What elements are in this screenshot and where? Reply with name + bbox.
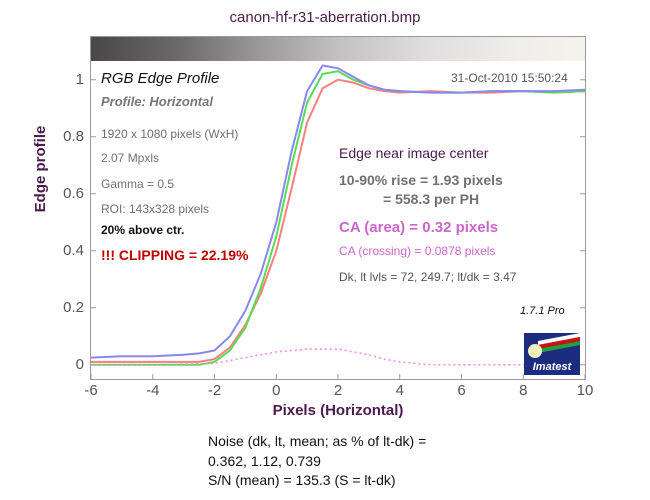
imatest-logo: Imatest [524, 333, 580, 375]
y-tick-label: 0.2 [63, 298, 84, 316]
roi-position-note: 20% above ctr. [101, 223, 185, 237]
series-line-green [91, 70, 586, 366]
rise-distance: 10-90% rise = 1.93 pixels [339, 172, 503, 188]
ca-area-value: CA (area) = 0.32 pixels [339, 219, 499, 236]
rise-per-picture-height: = 558.3 per PH [383, 191, 480, 207]
y-tick-label: 1 [75, 70, 84, 88]
version-label: 1.7.1 Pro [520, 305, 565, 317]
x-tick-label: 10 [576, 382, 594, 399]
info-resolution: 1920 x 1080 pixels (WxH) [101, 127, 239, 141]
series-line-blue [90, 64, 586, 359]
x-tick-label: -4 [146, 382, 160, 399]
y-axis-title: Edge profile [32, 125, 49, 213]
dark-light-levels: Dk, lt lvls = 72, 249.7; lt/dk = 3.47 [339, 270, 517, 284]
series-line-ca [91, 348, 585, 366]
x-tick-label: 0 [272, 382, 281, 399]
file-title: canon-hf-r31-aberration.bmp [229, 9, 421, 26]
y-tick-label: 0 [75, 355, 84, 373]
x-tick-label: 2 [333, 382, 343, 399]
x-tick-label: 6 [457, 382, 466, 399]
plot-frame [90, 36, 586, 380]
series-line-red [91, 78, 586, 363]
x-tick-label: 8 [519, 382, 528, 399]
noise-line-3: S/N (mean) = 135.3 (S = lt-dk) [208, 472, 396, 488]
y-tick-label: 0.6 [63, 184, 84, 202]
x-tick-label: -6 [84, 382, 98, 399]
clipping-warning: !!! CLIPPING = 22.19% [101, 247, 249, 263]
profile-label: Profile: Horizontal [101, 94, 213, 109]
logo-text: Imatest [532, 361, 572, 373]
edge-location-heading: Edge near image center [339, 145, 489, 161]
info-gamma: Gamma = 0.5 [101, 177, 175, 191]
x-tick-label: -2 [207, 382, 222, 399]
x-axis-title: Pixels (Horizontal) [272, 402, 404, 419]
y-tick-label: 0.4 [63, 241, 84, 259]
chart-heading: RGB Edge Profile [101, 70, 220, 87]
noise-line-1: Noise (dk, lt, mean; as % of lt-dk) = [208, 433, 427, 449]
y-tick-label: 0.8 [63, 127, 84, 145]
timestamp: 31-Oct-2010 15:50:24 [451, 71, 568, 85]
gray-gradient-strip [91, 37, 585, 61]
noise-line-2: 0.362, 1.12, 0.739 [208, 453, 321, 469]
x-tick-label: 4 [395, 382, 404, 399]
info-roi: ROI: 143x328 pixels [101, 202, 210, 216]
info-megapixels: 2.07 Mpxls [101, 151, 160, 165]
ca-crossing-value: CA (crossing) = 0.0878 pixels [339, 244, 496, 258]
